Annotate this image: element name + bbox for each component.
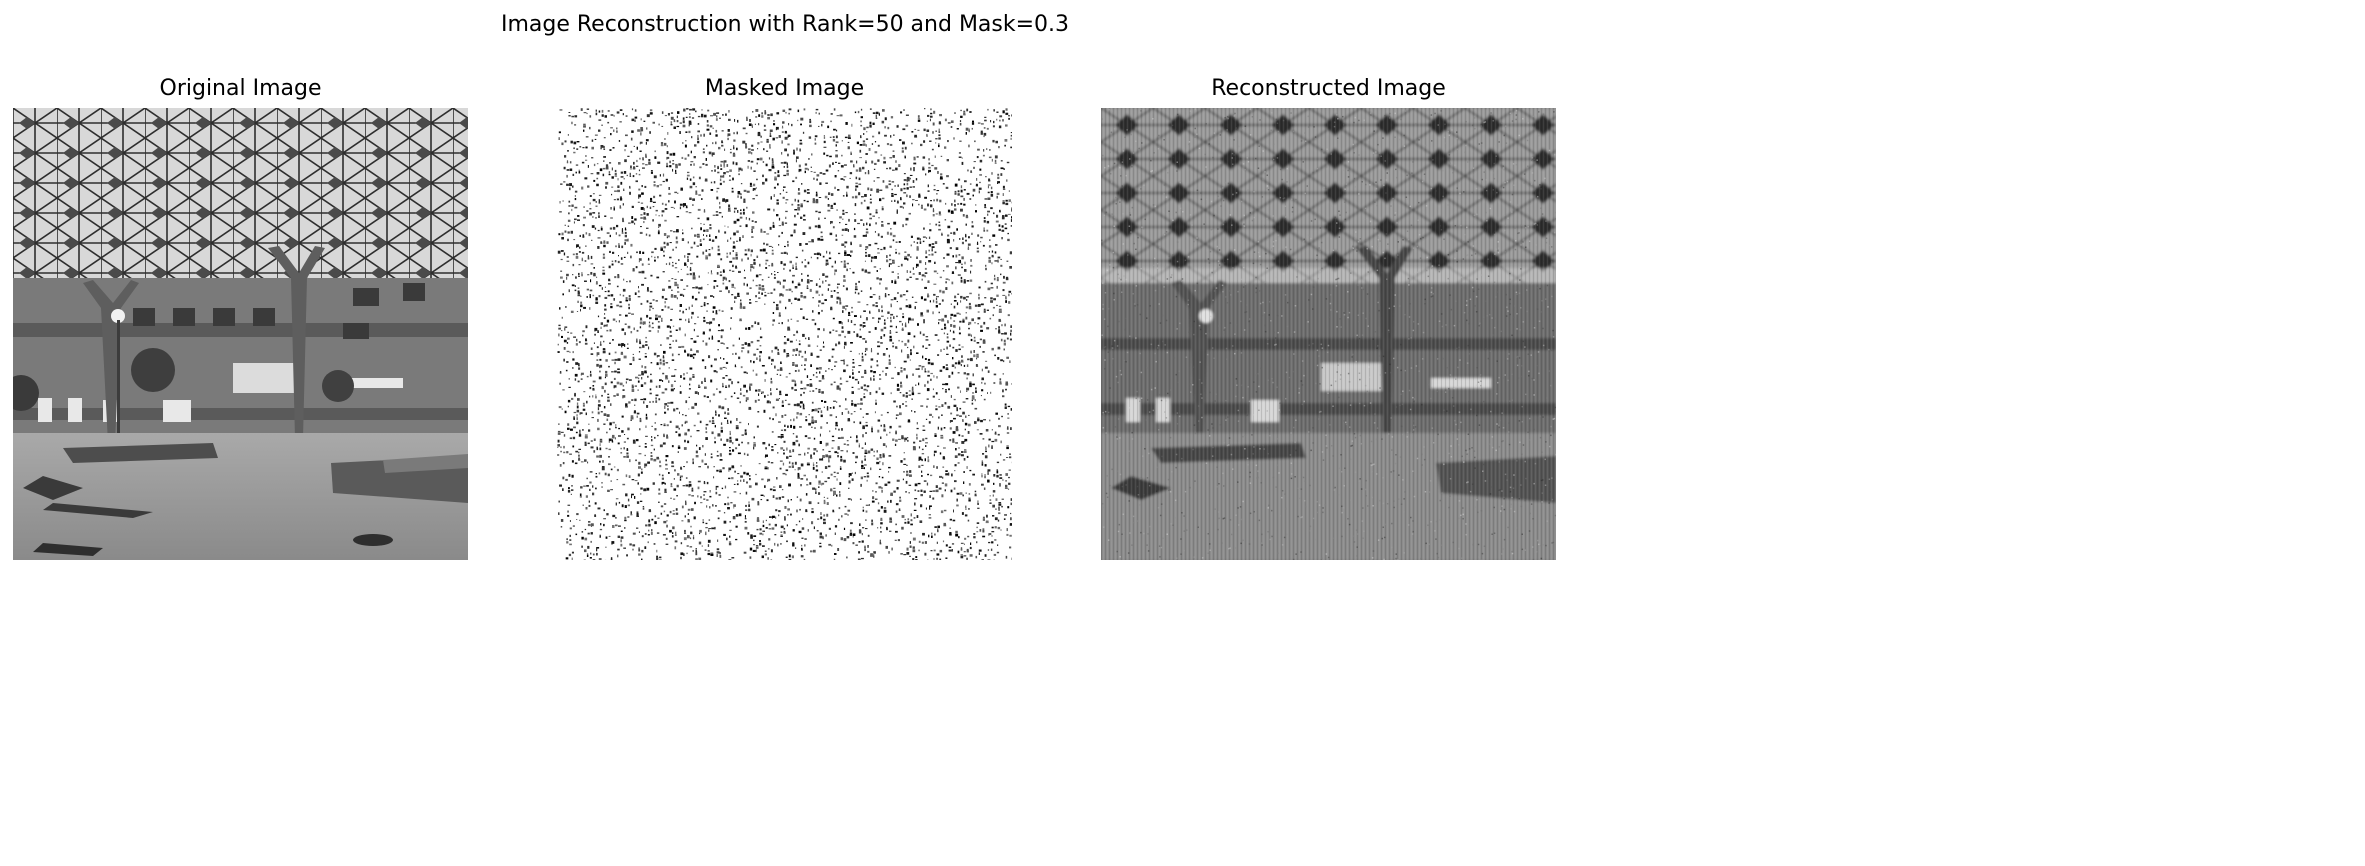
original-image-panel: Original Image [13, 0, 468, 866]
reconstructed-image-title: Reconstructed Image [1211, 76, 1446, 101]
masked-image-panel: Masked Image [557, 0, 1012, 866]
original-image [13, 108, 468, 560]
reconstructed-image [1101, 108, 1556, 560]
original-image-graphic [13, 108, 468, 560]
masked-image [557, 108, 1012, 560]
masked-image-graphic [557, 108, 1012, 560]
original-image-title: Original Image [159, 76, 322, 101]
figure-title: Image Reconstruction with Rank=50 and Ma… [500, 12, 1070, 37]
reconstructed-image-panel: Reconstructed Image [1101, 0, 1556, 866]
reconstructed-image-graphic [1101, 108, 1556, 560]
masked-image-title: Masked Image [704, 76, 865, 101]
